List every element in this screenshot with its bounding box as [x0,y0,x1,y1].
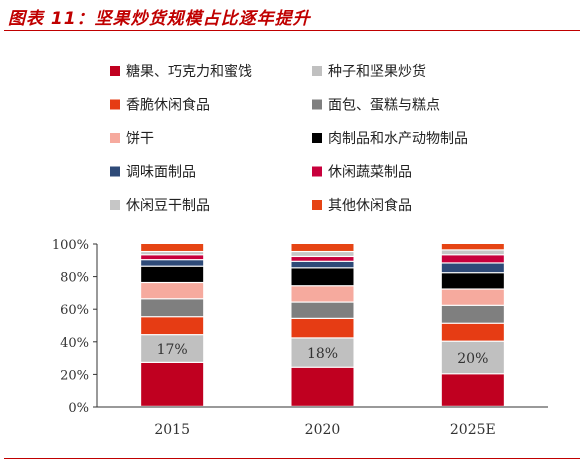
x-tick-label: 2025E [450,422,496,438]
legend-swatch [312,166,322,177]
bar-segment [441,273,504,289]
bar-segment [441,289,504,305]
legend-label: 种子和坚果炒货 [328,63,426,80]
axes: 0% 20% 40% 60% 80% 100% [52,238,548,416]
y-tick-label: 40% [60,336,89,351]
bar-segment [141,283,204,299]
legend-swatch [110,66,120,76]
bar-segment [291,318,354,338]
bar-stack-2020: 18% [291,244,354,406]
legend-swatch [110,133,120,143]
bar-segment [441,255,504,263]
bar-segment [291,367,354,406]
legend-swatch [312,200,322,210]
legend-label: 休闲豆干制品 [126,198,210,214]
bar-segment [441,374,504,406]
y-tick-label: 100% [52,238,89,253]
legend-swatch [110,166,120,177]
bar-segment [141,266,204,282]
legend-label: 糖果、巧克力和蜜饯 [126,64,252,80]
y-tick-label: 20% [60,368,89,383]
legend-swatch [312,99,322,110]
bar-segment [141,255,204,260]
bar-segment [141,260,204,266]
bar-segment [141,244,204,251]
legend-label: 面包、蛋糕与糕点 [328,98,440,114]
bar-segment [441,323,504,341]
legend-swatch [312,133,322,143]
legend-label: 肉制品和水产动物制品 [328,131,468,147]
bar-stack-2015: 17% [141,244,204,406]
bar-segment [291,261,354,268]
data-label: 20% [457,351,488,367]
title-divider [4,30,580,31]
bar-segment [291,338,354,367]
x-tick-label: 2015 [154,422,190,438]
legend-label: 其他休闲食品 [328,197,412,214]
bar-segment [141,335,204,362]
bottom-divider [4,458,580,459]
bar-segment [141,317,204,335]
bar-segment [441,250,504,255]
y-tick-label: 0% [68,401,89,416]
bar-segment [291,252,354,256]
bar-segment [291,244,354,251]
data-label: 17% [157,342,188,358]
legend-label: 饼干 [126,131,154,147]
chart-title: 图表 11：坚果炒货规模占比逐年提升 [8,9,311,29]
bar-segment [291,286,354,302]
data-label: 18% [307,346,338,362]
legend-swatch [110,200,120,210]
legend-label: 香脆休闲食品 [126,97,210,114]
x-tick-label: 2020 [305,422,341,438]
bar-segment [441,341,504,374]
bar-segment [141,299,204,317]
legend-swatch [312,66,322,76]
bar-stack-2025E: 20% [441,244,504,406]
legend-swatch [110,99,120,110]
bar-segment [441,244,504,250]
bar-segment [291,268,354,286]
bars: 17% 2015 18% 2020 20% 2025E [141,244,504,438]
bar-segment [291,257,354,261]
y-tick-label: 80% [60,271,89,286]
bar-segment [441,305,504,323]
bar-segment [141,362,204,406]
bar-segment [141,252,204,255]
bar-segment [441,263,504,273]
y-tick-label: 60% [60,303,89,318]
legend-label: 调味面制品 [126,165,196,181]
bar-segment [291,302,354,318]
legend-label: 休闲蔬菜制品 [328,165,412,181]
